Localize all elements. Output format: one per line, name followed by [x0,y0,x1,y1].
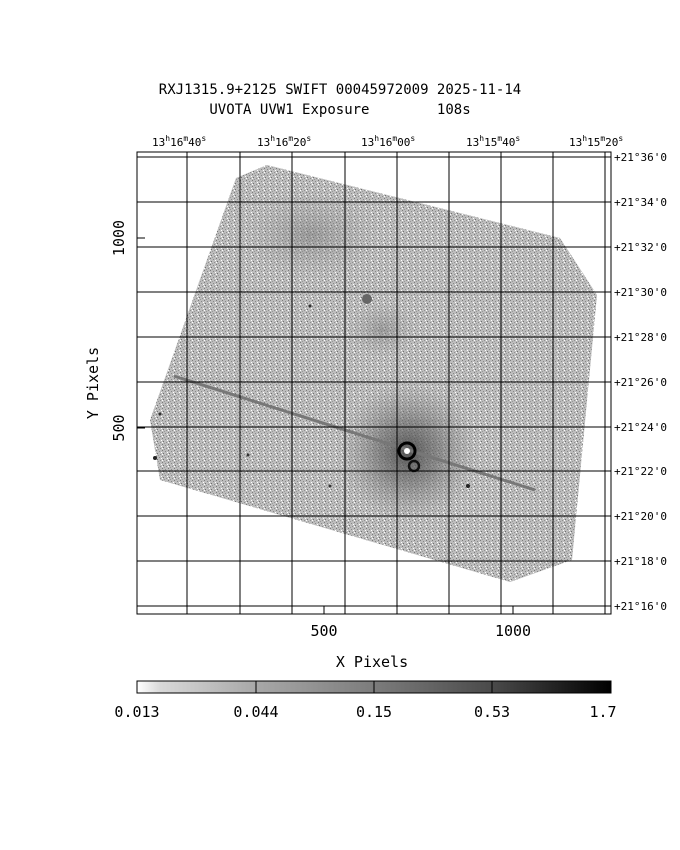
point-source [466,484,470,488]
point-source [308,304,312,308]
y-tick-label: 500 [110,414,128,441]
point-source [246,453,250,457]
exposure-footprint [150,165,597,582]
bright-source-core [404,448,410,454]
colorbar-label: 0.53 [474,703,510,721]
colorbar-label: 0.044 [233,703,278,721]
dec-tick-label: +21°36'0 [614,151,667,164]
dec-tick-label: +21°28'0 [614,331,667,344]
title-line-2: UVOTA UVW1 Exposure 108s [209,102,471,118]
dec-tick-label: +21°16'0 [614,600,667,613]
exposure-image [150,165,597,582]
dec-tick-label: +21°34'0 [614,196,667,209]
x-tick-label: 500 [310,622,337,640]
dec-tick-label: +21°22'0 [614,465,667,478]
ra-tick-label: 13h15m20s [569,134,623,149]
colorbar: 0.013 0.044 0.15 0.53 1.7 [114,680,617,721]
y-axis-label: Y Pixels [84,347,102,419]
bright-source-ring [397,441,417,461]
x-axis-label: X Pixels [336,653,408,671]
diffuse-glow [240,190,380,280]
pixel-ticks [137,237,514,614]
colorbar-label: 0.15 [356,703,392,721]
dec-tick-label: +21°30'0 [614,286,667,299]
dec-tick-label: +21°32'0 [614,241,667,254]
ra-tick-label: 13h16m00s [361,134,415,149]
y-tick-label: 1000 [110,220,128,256]
extended-source [362,294,372,304]
ra-labels: 13h16m40s 13h16m20s 13h16m00s 13h15m40s … [152,134,623,149]
ra-tick-label: 13h15m40s [466,134,520,149]
x-tick-label: 1000 [495,622,531,640]
colorbar-label: 1.7 [589,703,616,721]
diffuse-glow-2 [347,302,417,358]
dec-labels: +21°36'0 +21°34'0 +21°32'0 +21°30'0 +21°… [614,151,667,613]
point-source [158,412,162,416]
point-source [328,484,332,488]
plot-frame [136,151,612,615]
dec-tick-label: +21°18'0 [614,555,667,568]
dec-tick-label: +21°24'0 [614,421,667,434]
coordinate-grid [137,152,611,614]
ra-tick-label: 13h16m20s [257,134,311,149]
title-line-1: RXJ1315.9+2125 SWIFT 00045972009 2025-11… [158,82,522,98]
colorbar-label: 0.013 [114,703,159,721]
point-source [153,456,157,460]
ra-tick-label: 13h16m40s [152,134,206,149]
dec-tick-label: +21°26'0 [614,376,667,389]
dec-tick-label: +21°20'0 [614,510,667,523]
